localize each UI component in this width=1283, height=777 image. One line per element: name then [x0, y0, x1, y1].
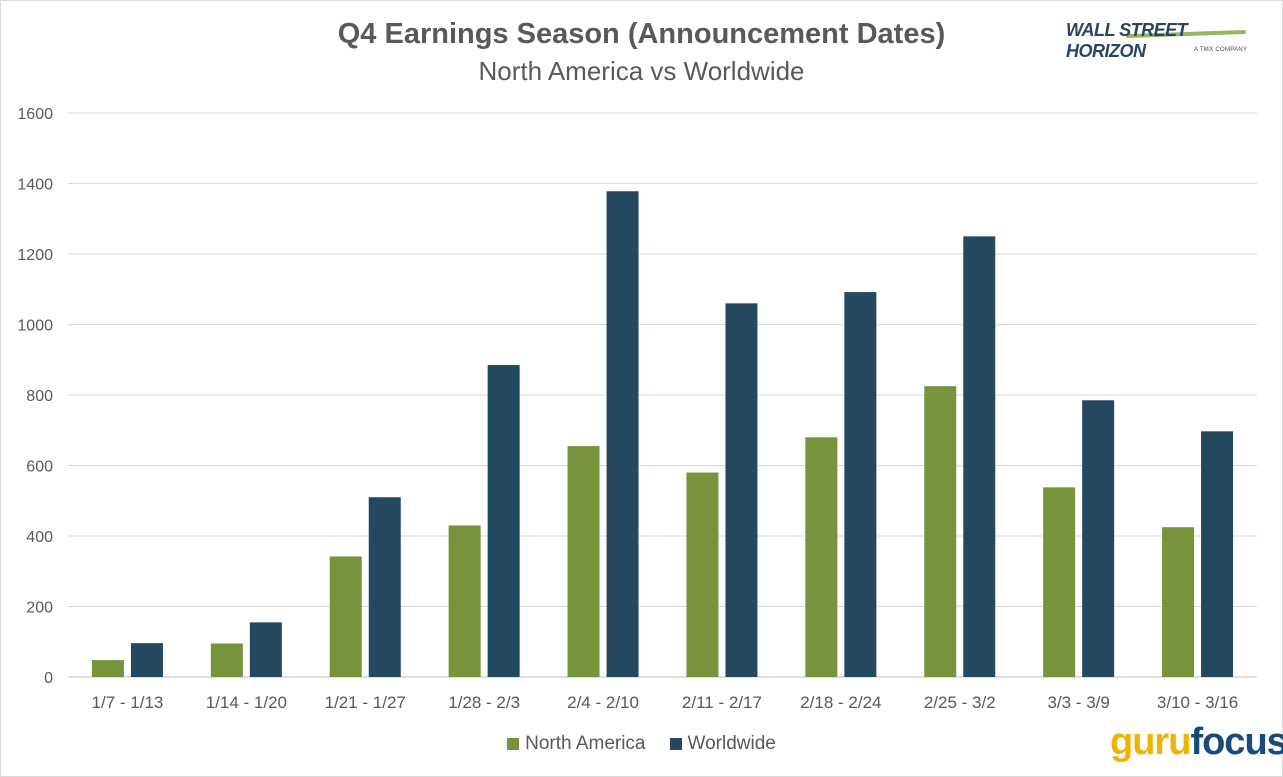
- legend-swatch: [669, 738, 682, 750]
- x-tick-label: 3/10 - 3/16: [1157, 693, 1238, 712]
- bar-worldwide: [606, 191, 639, 677]
- bar-north-america: [329, 556, 362, 677]
- y-tick-label: 600: [26, 459, 53, 476]
- y-tick-label: 800: [26, 388, 53, 405]
- y-tick-label: 0: [44, 670, 53, 687]
- bar-north-america: [448, 525, 481, 677]
- logo-part-guru: guru: [1110, 721, 1191, 763]
- y-tick-label: 1200: [17, 247, 53, 264]
- bar-north-america: [1162, 527, 1195, 677]
- bar-worldwide: [368, 497, 401, 677]
- legend-item-worldwide: Worldwide: [669, 733, 776, 755]
- bar-worldwide: [487, 365, 520, 677]
- x-tick-label: 2/25 - 3/2: [924, 693, 996, 712]
- y-tick-label: 1400: [17, 177, 53, 194]
- logo-part-focus: focus: [1190, 721, 1283, 763]
- bar-north-america: [567, 446, 600, 677]
- y-tick-label: 200: [26, 600, 53, 617]
- wall-street-horizon-logo: WALL STREET HORIZON A TMX COMPANY: [1066, 18, 1266, 68]
- bar-worldwide: [963, 236, 996, 677]
- bar-worldwide: [130, 643, 163, 677]
- bar-north-america: [686, 472, 719, 677]
- gurufocus-logo: gurufocus: [1110, 721, 1283, 764]
- legend-label: North America: [525, 733, 646, 754]
- bar-worldwide: [1201, 431, 1234, 677]
- x-tick-label: 3/3 - 3/9: [1047, 693, 1109, 712]
- gridlines: [68, 112, 1257, 678]
- x-tick-label: 2/18 - 2/24: [800, 693, 881, 712]
- legend-item-north-america: North America: [507, 733, 646, 755]
- x-tick-label: 1/21 - 1/27: [325, 693, 406, 712]
- bar-north-america: [210, 643, 243, 677]
- legend-swatch: [507, 738, 520, 750]
- y-axis: 0 200 400 600 800 1000 1200 1400 1600: [17, 106, 53, 687]
- x-tick-label: 2/4 - 2/10: [567, 693, 639, 712]
- x-tick-label: 1/7 - 1/13: [92, 693, 164, 712]
- x-tick-label: 1/28 - 2/3: [448, 693, 520, 712]
- logo-subtext: A TMX COMPANY: [1194, 47, 1248, 53]
- legend-label: Worldwide: [687, 733, 776, 754]
- chart-subtitle: North America vs Worldwide: [478, 56, 805, 86]
- bar-worldwide: [725, 303, 758, 677]
- y-tick-label: 400: [26, 529, 53, 546]
- bar-north-america: [91, 660, 124, 677]
- bar-worldwide: [249, 622, 282, 677]
- x-axis: 1/7 - 1/13 1/14 - 1/20 1/21 - 1/27 1/28 - 2…: [92, 693, 1239, 712]
- bar-worldwide: [844, 292, 877, 677]
- chart-title: Q4 Earnings Season (Announcement Dates): [337, 18, 946, 50]
- y-tick-label: 1000: [17, 318, 53, 335]
- legend: North America Worldwide: [0, 733, 1283, 755]
- x-tick-label: 1/14 - 1/20: [206, 693, 287, 712]
- bar-worldwide: [1082, 400, 1115, 677]
- bars: [91, 191, 1234, 677]
- x-tick-label: 2/11 - 2/17: [682, 693, 762, 712]
- y-tick-label: 1600: [17, 106, 53, 123]
- bar-north-america: [1043, 487, 1076, 677]
- bar-north-america: [805, 437, 838, 677]
- logo-text: WALL STREET HORIZON: [1066, 20, 1188, 61]
- bar-north-america: [924, 386, 957, 677]
